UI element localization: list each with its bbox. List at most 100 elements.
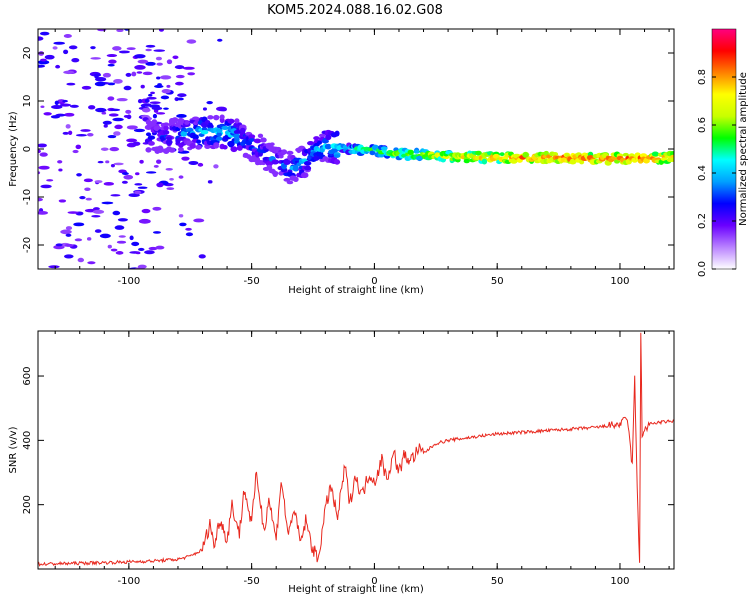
spectrogram-cell — [189, 142, 196, 149]
spectrogram-noise-cell — [113, 131, 121, 136]
spectrogram-noise-cell — [182, 66, 195, 70]
spectrogram-cell — [227, 118, 235, 124]
spectrogram-noise-cell — [181, 156, 190, 161]
spectrogram-cell — [380, 146, 388, 151]
spectrogram-noise-cell — [65, 226, 73, 231]
spectrogram-noise-cell — [121, 180, 128, 184]
spectrogram-cell — [313, 136, 320, 141]
spectrogram-noise-cell — [202, 107, 207, 111]
spectrogram-noise-cell — [55, 243, 63, 247]
spectrogram-noise-cell — [54, 100, 59, 106]
snr-y-axis: 200 400 600 — [22, 366, 674, 514]
y-tick-label: 400 — [22, 431, 33, 450]
spectrogram-cell — [579, 159, 585, 165]
spectrogram-noise-cell — [74, 238, 83, 242]
figure-title: KOM5.2024.088.16.02.G08 — [267, 3, 443, 18]
spectrogram-cell — [324, 143, 332, 150]
spectrogram-cell — [228, 142, 234, 148]
spectrogram-noise-cell — [44, 54, 55, 60]
colorbar-tick-label: 0.2 — [697, 213, 708, 229]
spectrogram-noise-cell — [38, 210, 49, 215]
spectrogram-cell — [651, 151, 659, 157]
spectrogram-cell — [175, 127, 181, 132]
spectrogram-noise-cell — [155, 56, 162, 61]
spectrogram-noise-cell — [102, 72, 111, 78]
spectrogram-noise-cell — [145, 61, 156, 66]
spectrogram-cell — [147, 135, 156, 140]
spectrogram-noise-cell — [84, 187, 91, 191]
spectrogram-noise-cell — [118, 235, 126, 238]
spectrogram-cell — [271, 159, 279, 165]
y-tick-label: 10 — [22, 95, 33, 108]
spectrogram-noise-cell — [176, 97, 184, 101]
spectrogram-noise-cell — [176, 114, 187, 118]
snr-series-line — [38, 332, 674, 567]
snr-y-label: SNR (v/v) — [8, 426, 19, 473]
spectrogram-noise-cell — [117, 218, 128, 222]
spectrogram-noise-cell — [109, 108, 121, 112]
spectrogram-cell — [207, 122, 213, 128]
spectrogram-noise-cell — [118, 50, 130, 54]
spectrogram-cell — [330, 148, 338, 154]
spectrogram-cell — [281, 149, 288, 155]
y-tick-label: -10 — [22, 189, 33, 205]
spectrogram-noise-cell — [63, 254, 74, 259]
spectrogram-noise-cell — [193, 218, 205, 223]
spectrogram-cell — [148, 141, 155, 146]
snr-panel: -100 -50 0 50 100 200 400 600 Height of straig… — [8, 330, 675, 595]
spectrogram-noise-cell — [145, 48, 152, 52]
spectrogram-noise-cell — [213, 164, 219, 169]
spectrogram-noise-cell — [198, 254, 206, 259]
spectrogram-noise-cell — [151, 106, 163, 111]
spectrogram-noise-cell — [207, 180, 213, 184]
spectrogram-cell — [278, 171, 284, 176]
x-tick-label: 100 — [610, 576, 629, 587]
spectrogram-noise-cell — [146, 96, 157, 100]
spectrogram-noise-cell — [95, 107, 107, 113]
spectrogram-noise-cell — [38, 149, 41, 154]
spectrogram-noise-cell — [152, 231, 162, 234]
spectrogram-noise-cell — [153, 165, 159, 168]
spectrogram-cell — [316, 140, 322, 145]
spectrogram-noise-cell — [145, 171, 157, 174]
spectrogram-noise-cell — [174, 65, 185, 70]
spectrogram-noise-cell — [132, 141, 141, 146]
spectrogram-noise-cell — [62, 131, 69, 135]
spectrogram-noise-cell — [137, 98, 143, 104]
spectrogram-noise-cell — [126, 125, 138, 130]
spectrogram-noise-cell — [121, 172, 129, 175]
spectrogram-cell — [260, 137, 267, 143]
spectrogram-noise-cell — [112, 210, 121, 216]
spectrogram-noise-cell — [149, 101, 161, 105]
spectrogram-cell — [369, 150, 376, 156]
spectrogram-noise-cell — [97, 160, 104, 164]
spectrogram-noise-cell — [64, 112, 75, 117]
spectrogram-noise-cell — [63, 49, 69, 55]
spectrogram-cell — [180, 130, 188, 137]
colorbar-scale — [711, 28, 737, 270]
spectrogram-cell — [475, 150, 482, 156]
spectrogram-noise-cell — [166, 84, 171, 88]
spectrogram-noise-cell — [92, 209, 105, 214]
spectrogram-cell — [215, 127, 223, 133]
spectrogram-cell — [286, 180, 294, 185]
spectrogram-cell — [283, 158, 291, 165]
spectrogram-cell — [622, 152, 629, 157]
spectrogram-cell — [292, 176, 299, 183]
spectrogram-cell — [271, 170, 279, 176]
spectrogram-cell — [191, 116, 200, 121]
spectrogram-x-axis: -100 -50 0 50 100 — [54, 29, 670, 287]
spectrogram-cell — [257, 133, 264, 138]
spectrogram-cell — [145, 132, 152, 137]
spectrogram-cell — [207, 115, 214, 120]
spectrogram-noise-cell — [155, 245, 165, 250]
spectrogram-cell — [522, 152, 529, 158]
spectrogram-noise-cell — [88, 105, 96, 110]
spectrogram-noise-cell — [60, 229, 72, 235]
spectrogram-noise-cell — [110, 194, 121, 197]
spectrogram-cell — [300, 172, 309, 179]
spectrogram-noise-cell — [126, 47, 136, 50]
x-tick-label: 50 — [491, 576, 504, 587]
x-tick-label: -50 — [243, 576, 259, 587]
spectrogram-cell — [248, 138, 255, 142]
